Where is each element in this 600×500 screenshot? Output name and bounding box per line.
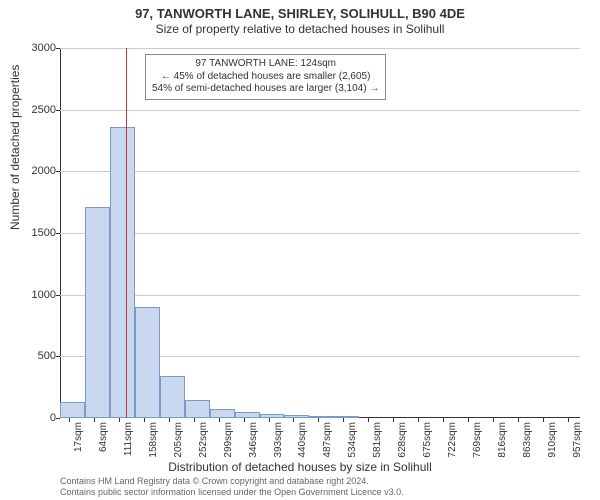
histogram-bar (309, 416, 334, 418)
x-tick-label: 393sqm (273, 422, 284, 458)
chart-title-block: 97, TANWORTH LANE, SHIRLEY, SOLIHULL, B9… (0, 0, 600, 36)
chart-title: 97, TANWORTH LANE, SHIRLEY, SOLIHULL, B9… (0, 6, 600, 21)
footer-attribution: Contains HM Land Registry data © Crown c… (60, 476, 404, 498)
x-tick-mark (94, 418, 95, 422)
x-tick-label: 205sqm (173, 422, 184, 458)
x-tick-mark (393, 418, 394, 422)
chart-subtitle: Size of property relative to detached ho… (0, 22, 600, 36)
annotation-callout: 97 TANWORTH LANE: 124sqm ← 45% of detach… (145, 54, 386, 100)
x-tick-mark (368, 418, 369, 422)
gridline-h (60, 48, 580, 49)
x-tick-mark (418, 418, 419, 422)
x-tick-label: 534sqm (347, 422, 358, 458)
x-tick-label: 769sqm (472, 422, 483, 458)
footer-line1: Contains HM Land Registry data © Crown c… (60, 476, 404, 487)
y-tick-mark (56, 418, 60, 419)
x-tick-label: 158sqm (148, 422, 159, 458)
x-tick-mark (144, 418, 145, 422)
y-axis-label: Number of detached properties (8, 65, 22, 230)
annotation-line3: 54% of semi-detached houses are larger (… (152, 83, 379, 96)
y-tick-mark (56, 48, 60, 49)
x-tick-label: 628sqm (397, 422, 408, 458)
annotation-line2: ← 45% of detached houses are smaller (2,… (152, 71, 379, 84)
x-tick-mark (119, 418, 120, 422)
x-tick-mark (493, 418, 494, 422)
x-tick-label: 252sqm (198, 422, 209, 458)
gridline-h (60, 295, 580, 296)
x-tick-mark (244, 418, 245, 422)
x-tick-label: 64sqm (98, 422, 109, 452)
footer-line2: Contains public sector information licen… (60, 487, 404, 498)
histogram-bar (235, 412, 260, 418)
y-tick-label: 3000 (16, 42, 56, 54)
x-tick-label: 111sqm (123, 422, 134, 456)
histogram-bar (185, 400, 210, 419)
gridline-h (60, 233, 580, 234)
histogram-bar (85, 207, 110, 418)
y-tick-label: 1000 (16, 289, 56, 301)
x-tick-label: 487sqm (322, 422, 333, 458)
x-tick-mark (69, 418, 70, 422)
x-tick-mark (318, 418, 319, 422)
y-tick-label: 500 (16, 350, 56, 362)
histogram-bar (210, 409, 235, 418)
x-tick-mark (568, 418, 569, 422)
x-tick-label: 346sqm (248, 422, 259, 458)
histogram-bar (60, 402, 85, 418)
x-axis-label: Distribution of detached houses by size … (0, 460, 600, 474)
y-tick-label: 0 (16, 412, 56, 424)
x-tick-label: 440sqm (297, 422, 308, 458)
gridline-h (60, 110, 580, 111)
x-tick-label: 17sqm (73, 422, 84, 452)
histogram-bar (284, 415, 309, 418)
y-tick-mark (56, 171, 60, 172)
x-tick-label: 863sqm (522, 422, 533, 458)
x-tick-label: 957sqm (572, 422, 583, 458)
x-tick-mark (343, 418, 344, 422)
y-tick-mark (56, 233, 60, 234)
gridline-h (60, 171, 580, 172)
x-tick-mark (269, 418, 270, 422)
x-tick-label: 581sqm (372, 422, 383, 458)
x-tick-label: 722sqm (447, 422, 458, 458)
histogram-bar (260, 414, 285, 418)
x-tick-mark (468, 418, 469, 422)
annotation-line1: 97 TANWORTH LANE: 124sqm (152, 58, 379, 71)
reference-line (126, 48, 128, 418)
histogram-bar (135, 307, 160, 418)
x-tick-mark (169, 418, 170, 422)
histogram-bar (110, 127, 135, 418)
x-tick-label: 675sqm (422, 422, 433, 458)
y-tick-label: 1500 (16, 227, 56, 239)
histogram-bar (160, 376, 185, 418)
x-tick-mark (543, 418, 544, 422)
y-tick-mark (56, 295, 60, 296)
x-tick-mark (443, 418, 444, 422)
x-tick-label: 299sqm (223, 422, 234, 458)
x-tick-mark (293, 418, 294, 422)
y-tick-mark (56, 356, 60, 357)
histogram-plot: 97 TANWORTH LANE: 124sqm ← 45% of detach… (60, 48, 580, 418)
y-tick-label: 2000 (16, 165, 56, 177)
x-tick-label: 910sqm (547, 422, 558, 458)
x-tick-mark (518, 418, 519, 422)
histogram-bar (334, 416, 359, 418)
x-tick-mark (194, 418, 195, 422)
y-tick-mark (56, 110, 60, 111)
x-tick-label: 816sqm (497, 422, 508, 458)
y-tick-label: 2500 (16, 104, 56, 116)
x-tick-mark (219, 418, 220, 422)
